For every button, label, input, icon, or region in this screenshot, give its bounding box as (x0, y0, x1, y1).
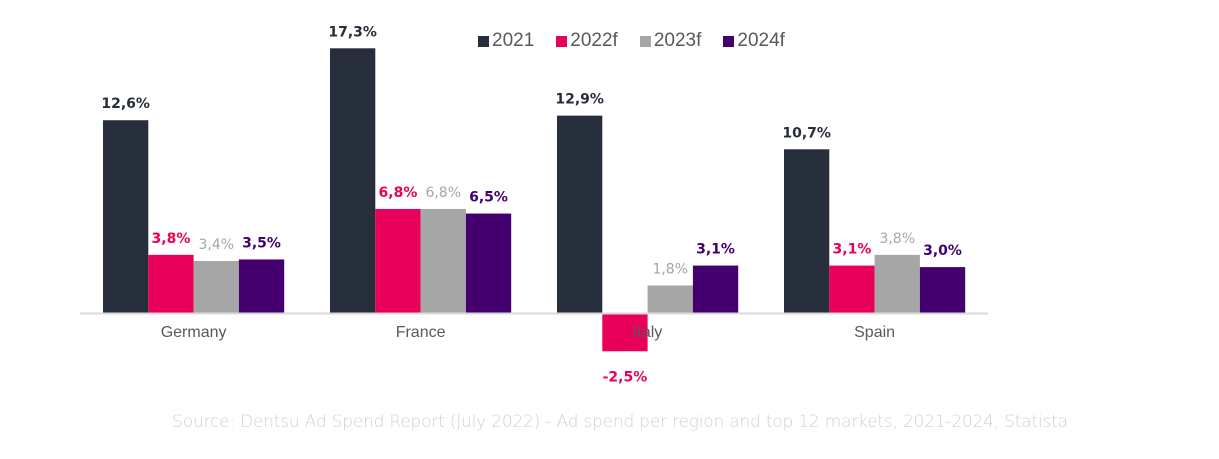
category-label: France (396, 324, 446, 341)
data-label: 3,1% (833, 242, 872, 258)
bar-italy-2023f (647, 285, 693, 313)
data-label: 6,8% (379, 185, 418, 201)
bar-italy-2024f (692, 265, 739, 313)
source-note: Source: Dentsu Ad Spend Report (July 202… (172, 412, 1068, 432)
category-label: Spain (854, 324, 895, 341)
data-label: 12,6% (101, 96, 150, 112)
data-label: 3,5% (242, 235, 281, 251)
legend-item-2024f: 2024f (723, 30, 785, 52)
bar-spain-2022f (829, 265, 875, 313)
legend: 2021 2022f 2023f 2024f (478, 30, 807, 52)
legend-swatch-2021 (478, 35, 489, 47)
bar-italy-2022f (602, 313, 648, 352)
data-label: 3,8% (879, 231, 915, 247)
bar-germany-2021 (103, 120, 149, 313)
bar-france-2021 (330, 48, 376, 314)
legend-label: 2024f (737, 30, 785, 51)
bar-spain-2021 (784, 149, 830, 313)
category-label: Germany (161, 324, 227, 341)
legend-swatch-2024f (723, 35, 735, 47)
data-label: 12,9% (555, 92, 604, 108)
bar-france-2023f (420, 208, 466, 313)
data-label: 3,1% (696, 242, 735, 258)
data-label: -2,5% (603, 369, 648, 385)
data-label: 6,5% (469, 190, 508, 206)
legend-item-2022f: 2022f (556, 30, 618, 52)
legend-swatch-2023f (639, 35, 651, 47)
bar-germany-2022f (148, 254, 194, 313)
legend-label: 2022f (570, 30, 618, 51)
legend-item-2021: 2021 (478, 30, 534, 52)
legend-swatch-2022f (556, 35, 568, 47)
data-label: 3,0% (923, 243, 962, 259)
bar-germany-2024f (238, 259, 285, 313)
legend-item-2023f: 2023f (639, 30, 702, 52)
data-label: 10,7% (782, 125, 831, 141)
legend-label: 2023f (653, 30, 702, 51)
bar-france-2024f (465, 213, 512, 313)
legend-label: 2021 (492, 30, 535, 51)
bar-spain-2023f (874, 254, 920, 313)
bar-france-2022f (375, 208, 421, 313)
data-label: 3,8% (152, 231, 191, 247)
data-label: 3,4% (198, 237, 234, 253)
data-label: 17,3% (328, 24, 377, 40)
bar-italy-2021 (557, 115, 603, 313)
data-label: 6,8% (425, 185, 461, 201)
data-label: 1,8% (652, 261, 688, 277)
bar-germany-2023f (193, 260, 239, 313)
category-label: Italy (633, 324, 662, 341)
bar-spain-2024f (919, 267, 966, 313)
